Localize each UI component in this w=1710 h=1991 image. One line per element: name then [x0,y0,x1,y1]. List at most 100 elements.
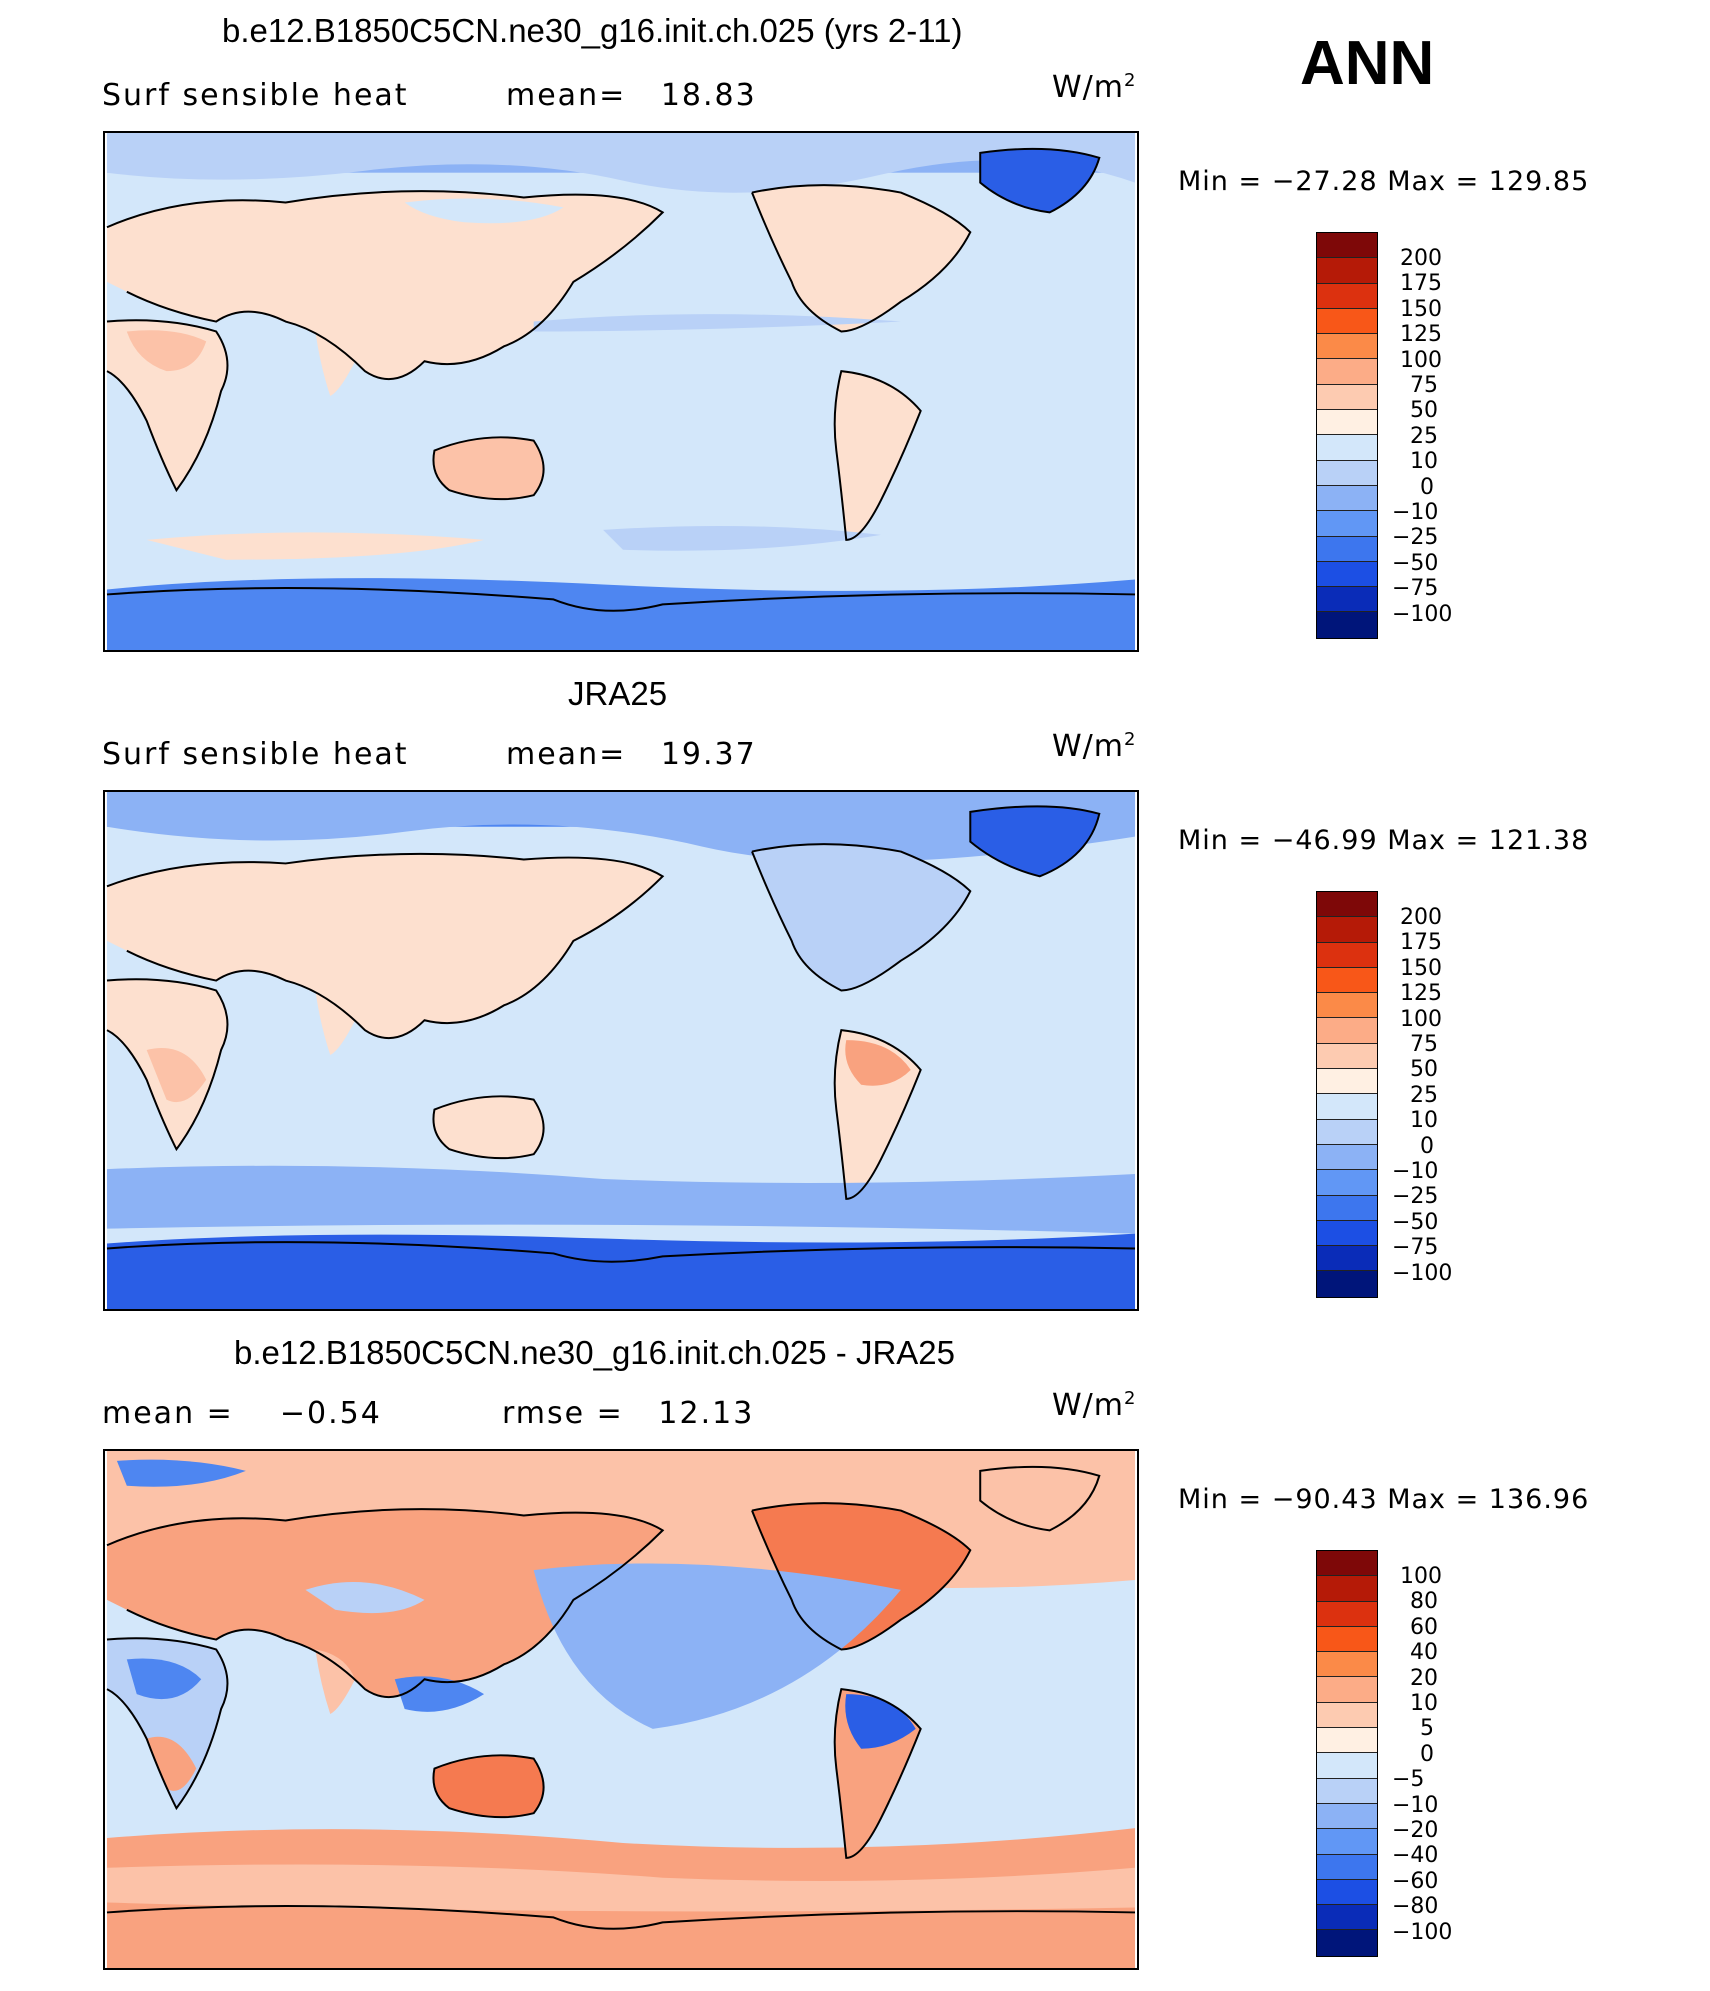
season-label: ANN [1300,29,1435,98]
colorbar-swatch [1317,1144,1377,1171]
colorbar-level-label: 80 [1410,1589,1438,1615]
colorbar-level-label: −100 [1392,1260,1453,1286]
colorbar-swatch [1317,1652,1377,1678]
panel1-units-exp: 2 [1124,70,1137,91]
southern-band [106,578,1136,650]
colorbar-swatch [1317,587,1377,613]
colorbar-level-label: 175 [1400,930,1442,956]
colorbar-swatch [1317,1601,1377,1627]
colorbar-swatch [1317,485,1377,512]
panel1-title: b.e12.B1850C5CN.ne30_g16.init.ch.025 (yr… [222,12,963,49]
panel1-mean: mean= 18.83 [506,78,757,113]
colorbar-level-label: 5 [1420,1716,1434,1742]
colorbar-swatch [1317,359,1377,385]
australia [433,437,544,500]
panel3-units-text: W/m [1052,1388,1124,1423]
colorbar-level-label: 200 [1400,905,1442,930]
colorbar-level-label: −100 [1392,1919,1453,1945]
panel2-map [103,790,1139,1311]
colorbar-swatch [1317,460,1377,486]
asia-cool [305,1581,425,1614]
colorbar-swatch [1317,1094,1377,1120]
arctic-cool [116,1459,246,1487]
coastlines [106,1465,1136,1930]
greenland [980,148,1100,213]
colorbar-swatch [1317,1170,1377,1196]
colorbar-level-label: 125 [1400,981,1442,1007]
colorbar-level-label: −25 [1392,1184,1439,1210]
colorbar-level-label: −100 [1392,601,1453,627]
colorbar-swatch [1317,967,1377,994]
colorbar-swatch [1317,1854,1377,1880]
panel2-mean-value: 19.37 [660,737,757,772]
colorbar-level-label: 175 [1400,271,1442,297]
panel3-units-exp: 2 [1124,1388,1137,1409]
colorbar-swatch [1317,1702,1377,1729]
colorbar-swatch [1317,1677,1377,1703]
panel2-variable-label: Surf sensible heat [102,737,409,772]
panel3-rmse-label: rmse = [502,1396,624,1431]
colorbar-swatch [1317,1803,1377,1830]
colorbar-level-label: 40 [1410,1640,1438,1666]
india [315,990,356,1055]
colorbar-level-label: 200 [1400,246,1442,271]
colorbar-level-label: 50 [1410,398,1438,424]
colorbar-level-label: 10 [1410,449,1438,475]
panel1-units-text: W/m [1052,70,1124,105]
panel2-colorbar [1316,891,1378,1298]
colorbar-swatch [1317,561,1377,588]
panel1-variable-label: Surf sensible heat [102,78,409,113]
panel2-mean-label: mean= [506,737,627,772]
coastlines [106,805,1136,1263]
colorbar-swatch [1317,1879,1377,1906]
coastlines [106,147,1136,612]
colorbar-level-label: −10 [1392,1159,1439,1184]
panel1-mean-value: 18.83 [660,78,757,113]
panel3-minmax: Min = −90.43 Max = 136.96 [1178,1484,1590,1515]
colorbar-level-label: 50 [1410,1057,1438,1083]
eurasia [106,191,663,380]
colorbar-swatch [1317,1551,1377,1577]
colorbar-swatch [1317,536,1377,562]
colorbar-level-label: −50 [1392,1209,1439,1235]
colorbar-swatch [1317,435,1377,461]
panel1-minmax: Min = −27.28 Max = 129.85 [1178,166,1590,197]
colorbar-level-label: −40 [1392,1843,1439,1869]
colorbar-swatch [1317,942,1377,968]
north-america [751,185,971,332]
colorbar-level-label: −75 [1392,576,1439,602]
panel2-units-exp: 2 [1124,729,1137,750]
colorbar-swatch [1317,993,1377,1019]
colorbar-level-label: 20 [1410,1665,1438,1691]
panel3-rmse-value: 12.13 [658,1396,755,1431]
arctic-edge [106,792,1136,862]
colorbar-swatch [1317,612,1377,638]
colorbar-level-label: 0 [1420,1741,1434,1767]
south-africa-warm [146,1048,207,1103]
panel2-minmax: Min = −46.99 Max = 121.38 [1178,825,1590,856]
panel3-rmse: rmse = 12.13 [502,1396,754,1431]
colorbar-swatch [1317,410,1377,436]
colorbar-swatch [1317,384,1377,411]
greenland [970,806,1100,877]
australia [433,1096,544,1159]
australia [433,1755,544,1818]
colorbar-swatch [1317,1246,1377,1272]
colorbar-swatch [1317,334,1377,360]
colorbar-level-label: 100 [1400,347,1442,373]
colorbar-level-label: 100 [1400,1564,1442,1589]
colorbar-level-label: 60 [1410,1614,1438,1640]
colorbar-level-label: 25 [1410,1082,1438,1108]
colorbar-level-label: −60 [1392,1868,1439,1894]
colorbar-level-label: 0 [1420,1133,1434,1159]
colorbar-swatch [1317,1271,1377,1297]
panel3-map [103,1449,1139,1970]
panel3-units: W/m2 [1052,1388,1136,1423]
panel1-colorbar [1316,232,1378,639]
panel3-colorbar [1316,1550,1378,1957]
colorbar-swatch [1317,283,1377,309]
colorbar-swatch [1317,1119,1377,1145]
africa [106,320,228,491]
colorbar-swatch [1317,892,1377,918]
colorbar-swatch [1317,1043,1377,1070]
